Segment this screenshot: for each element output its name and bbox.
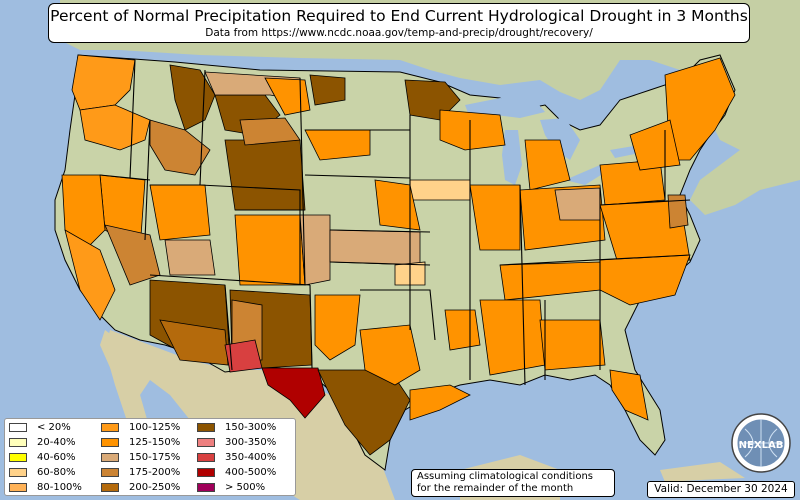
legend-swatch xyxy=(9,438,27,447)
legend-label: 150-175% xyxy=(129,452,181,463)
legend-swatch xyxy=(101,453,119,462)
region-missouri xyxy=(374,179,421,231)
lake-superior xyxy=(465,98,545,118)
region-idaho-north xyxy=(169,64,216,131)
legend-label: 175-200% xyxy=(129,467,181,478)
mexico-land xyxy=(105,330,395,500)
region-iowa-south xyxy=(409,179,471,201)
drought-regions xyxy=(61,54,736,456)
region-florida xyxy=(609,369,649,421)
region-utah-south xyxy=(164,239,216,276)
note-line-2: for the remainder of the month xyxy=(417,483,574,494)
region-idaho-south xyxy=(149,119,211,176)
region-louisiana xyxy=(444,309,481,351)
map-subtitle: Data from https://www.ncdc.noaa.gov/temp… xyxy=(205,27,593,39)
legend-swatch xyxy=(101,423,119,432)
legend-swatch xyxy=(197,468,215,477)
legend: < 20% 20-40% 40-60% 60-80% 80-100% 100-125% 12… xyxy=(4,418,296,496)
cuba xyxy=(660,462,745,482)
region-texas-north xyxy=(314,294,361,361)
region-utah xyxy=(149,184,211,241)
legend-label: 60-80% xyxy=(37,467,76,478)
region-arizona-south xyxy=(159,319,229,366)
region-wyoming xyxy=(224,139,306,211)
legend-label: 200-250% xyxy=(129,482,181,493)
lake-michigan xyxy=(502,130,522,185)
legend-swatch xyxy=(9,453,27,462)
region-wisconsin xyxy=(439,109,506,151)
region-mississippi xyxy=(479,299,546,376)
legend-label: 300-350% xyxy=(225,437,277,448)
legend-swatch xyxy=(197,438,215,447)
legend-label: 400-500% xyxy=(225,467,277,478)
title-box: Percent of Normal Precipitation Required… xyxy=(48,3,750,43)
legend-label: 40-60% xyxy=(37,452,76,463)
legend-swatch xyxy=(197,453,215,462)
legend-label: 125-150% xyxy=(129,437,181,448)
legend-label: 20-40% xyxy=(37,437,76,448)
region-texas-gulf xyxy=(409,384,471,421)
legend-swatch xyxy=(197,483,215,492)
legend-label: > 500% xyxy=(225,482,266,493)
region-dakota xyxy=(309,74,346,106)
region-minnesota xyxy=(404,79,461,121)
assumption-note: Assuming climatological conditions for t… xyxy=(411,469,615,497)
region-deep-south xyxy=(539,319,606,371)
legend-label: 150-300% xyxy=(225,422,277,433)
note-line-1: Assuming climatological conditions xyxy=(417,471,593,482)
legend-swatch xyxy=(197,423,215,432)
legend-swatch xyxy=(101,438,119,447)
legend-swatch xyxy=(101,468,119,477)
region-ny-east xyxy=(629,119,681,171)
state-borders xyxy=(99,59,691,386)
region-texas-big-bend xyxy=(261,367,326,419)
region-colorado xyxy=(234,214,306,286)
legend-label: 100-125% xyxy=(129,422,181,433)
region-ohio-valley-tan xyxy=(554,187,601,221)
valid-date: Valid: December 30 2024 xyxy=(647,481,795,498)
region-oklahoma-east xyxy=(359,324,421,386)
legend-swatch xyxy=(9,423,27,432)
lake-huron xyxy=(540,118,580,160)
logo-text: NEXLAB xyxy=(739,440,784,451)
legend-swatch xyxy=(9,468,27,477)
region-california-central xyxy=(64,229,116,321)
region-kansas xyxy=(329,229,421,266)
region-nevada-south xyxy=(104,224,161,286)
region-montana-north xyxy=(264,77,311,116)
legend-swatch xyxy=(9,483,27,492)
region-michigan xyxy=(524,139,571,191)
region-maryland xyxy=(667,194,689,229)
region-california-north xyxy=(61,174,106,251)
region-wyoming-east xyxy=(239,117,301,146)
nexlab-logo: NEXLAB xyxy=(731,413,791,473)
region-illinois xyxy=(469,184,521,251)
map-title: Percent of Normal Precipitation Required… xyxy=(50,7,748,25)
baja-peninsula xyxy=(100,330,150,435)
legend-swatch xyxy=(101,483,119,492)
legend-label: < 20% xyxy=(37,422,71,433)
legend-label: 80-100% xyxy=(37,482,82,493)
legend-label: 350-400% xyxy=(225,452,277,463)
canada-land xyxy=(60,0,800,215)
region-colorado-se xyxy=(299,214,331,286)
